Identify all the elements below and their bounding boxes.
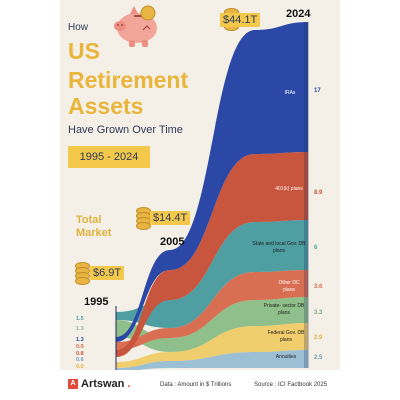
brand-logo: A Artswan. (68, 378, 130, 390)
value-2024-annuities: 2.5 (314, 355, 323, 361)
coin-stack-icon (75, 262, 91, 285)
value-1995-row7: 0.0 (76, 364, 84, 370)
piggy-bank-icon (114, 5, 157, 47)
band-other_dc (116, 270, 308, 350)
year-1995: 1995 (84, 296, 109, 308)
value-2024-federal-db: 2.9 (314, 335, 323, 341)
value-1995-row6: 0.6 (76, 357, 84, 363)
total-market-label: Total Market (76, 214, 112, 240)
band-label-iras: IRAs (284, 90, 296, 96)
source-note: Source : ICI Factbook 2025 (254, 382, 328, 388)
total-2024: $44.1T (220, 13, 261, 27)
value-1995-row1: 1.5 (76, 316, 84, 322)
data-note: Data : Amount in $ Trillions (160, 382, 232, 388)
year-2005: 2005 (160, 236, 185, 248)
title-how: How (68, 22, 89, 33)
value-1995-row3: 1.3 (76, 337, 84, 343)
value-1995-row2: 1.3 (76, 326, 84, 332)
band-label-401k: 401(k) plans (275, 186, 303, 192)
title-subtitle: Have Grown Over Time (68, 124, 183, 136)
band-label-state-local: State and local Gov. DB plans (252, 241, 306, 254)
band-label-private-db: Private- sector DB plans (263, 303, 305, 316)
year-2024: 2024 (286, 8, 311, 20)
band-private_db (116, 297, 308, 352)
value-1995-row5: 0.8 (76, 351, 84, 357)
infographic-poster: How US Retirement Assets Have Grown Over… (60, 0, 340, 400)
band-label-annuities: Annuities (275, 354, 297, 360)
title-assets: Assets (68, 93, 144, 119)
value-2024-401k: 8.9 (314, 190, 323, 196)
value-1995-row4: 0.9 (76, 344, 84, 350)
band-label-other-dc: Other DC plans (278, 280, 300, 293)
band-federal_db (116, 323, 308, 368)
total-2005: $14.4T (150, 211, 191, 225)
date-range-badge: 1995 - 2024 (68, 146, 150, 168)
edge-bar-2024 (304, 22, 309, 368)
value-2024-state-local: 6 (314, 245, 318, 251)
value-2024-private-db: 3.3 (314, 310, 323, 316)
band-label-federal-db: Federal Gov. DB plans (267, 330, 305, 343)
stream-chart (115, 22, 309, 371)
band-annuities (116, 350, 308, 371)
brand-name: Artswan (81, 378, 125, 390)
value-2024-other-dc: 3.6 (314, 284, 323, 290)
value-2024-iras: 17 (314, 88, 321, 94)
total-1995: $6.9T (90, 266, 125, 280)
artswan-logo-icon: A (68, 379, 78, 389)
title-us: US (68, 38, 100, 64)
title-retirement: Retirement (68, 67, 189, 93)
band-IRAs (116, 22, 308, 342)
band-401k (116, 152, 308, 357)
footer: A Artswan. Data : Amount in $ Trillions … (60, 370, 340, 400)
